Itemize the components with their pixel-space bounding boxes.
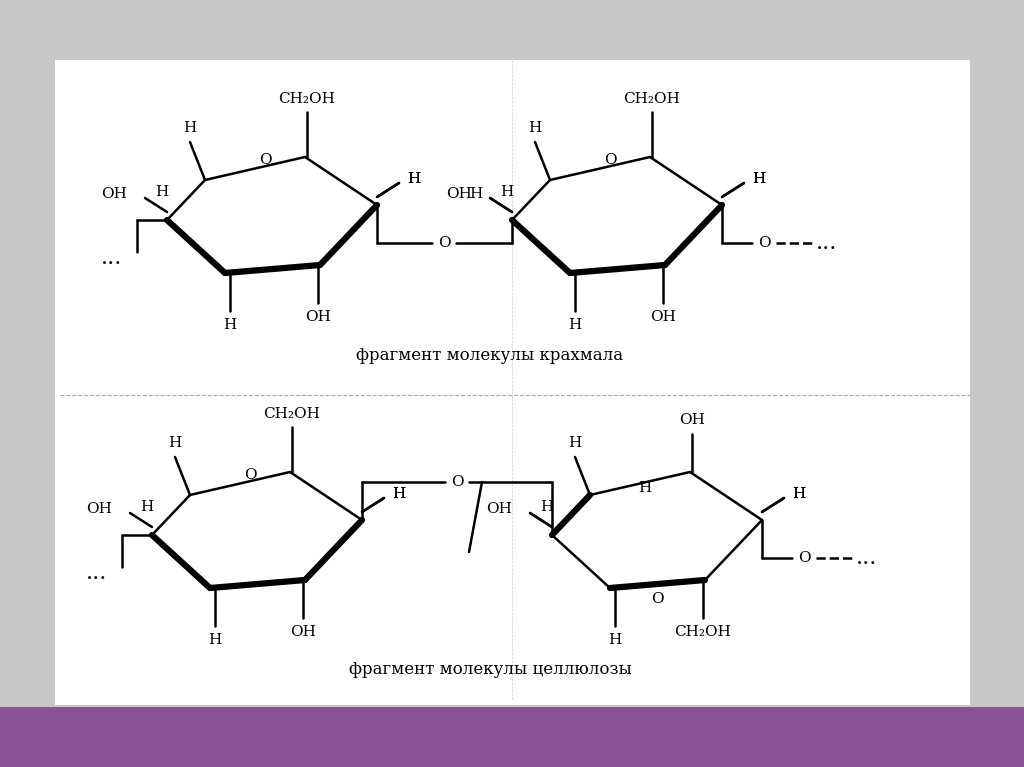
Text: H: H bbox=[392, 487, 406, 501]
Text: O: O bbox=[259, 153, 271, 167]
Text: O: O bbox=[798, 551, 810, 565]
Text: CH₂OH: CH₂OH bbox=[624, 92, 680, 106]
Text: ...: ... bbox=[86, 562, 108, 584]
Text: H: H bbox=[469, 187, 482, 201]
Text: H: H bbox=[407, 172, 420, 186]
Text: H: H bbox=[183, 121, 197, 135]
Bar bbox=[55, 60, 970, 705]
Text: ...: ... bbox=[101, 247, 123, 269]
Text: OH: OH bbox=[86, 502, 112, 516]
Text: H: H bbox=[752, 172, 765, 186]
Text: H: H bbox=[608, 633, 622, 647]
Text: O: O bbox=[451, 475, 463, 489]
Text: OH: OH bbox=[650, 310, 676, 324]
Text: CH₂OH: CH₂OH bbox=[279, 92, 336, 106]
Text: OH: OH bbox=[679, 413, 705, 427]
Text: H: H bbox=[752, 172, 765, 186]
Text: H: H bbox=[568, 318, 582, 332]
Text: H: H bbox=[638, 481, 651, 495]
Text: H: H bbox=[540, 500, 553, 514]
Text: H: H bbox=[140, 500, 154, 514]
Text: OH: OH bbox=[446, 187, 472, 201]
Text: ...: ... bbox=[816, 232, 838, 254]
Text: OH: OH bbox=[305, 310, 331, 324]
Text: H: H bbox=[155, 185, 168, 199]
Text: O: O bbox=[244, 468, 256, 482]
Text: H: H bbox=[792, 487, 805, 501]
Text: H: H bbox=[500, 185, 513, 199]
Text: CH₂OH: CH₂OH bbox=[263, 407, 321, 421]
Text: фрагмент молекулы крахмала: фрагмент молекулы крахмала bbox=[356, 347, 624, 364]
Text: ...: ... bbox=[856, 547, 878, 569]
Text: H: H bbox=[528, 121, 542, 135]
Text: O: O bbox=[437, 236, 451, 250]
Text: O: O bbox=[604, 153, 616, 167]
Text: H: H bbox=[168, 436, 181, 450]
Text: H: H bbox=[392, 487, 406, 501]
Text: CH₂OH: CH₂OH bbox=[675, 625, 731, 639]
Text: H: H bbox=[792, 487, 805, 501]
Text: OH: OH bbox=[290, 625, 316, 639]
Text: H: H bbox=[568, 436, 582, 450]
Text: H: H bbox=[208, 633, 221, 647]
Text: фрагмент молекулы целлюлозы: фрагмент молекулы целлюлозы bbox=[348, 661, 632, 679]
Text: OH: OH bbox=[486, 502, 512, 516]
Text: O: O bbox=[758, 236, 770, 250]
Text: OH: OH bbox=[101, 187, 127, 201]
Text: H: H bbox=[223, 318, 237, 332]
Text: H: H bbox=[407, 172, 420, 186]
Text: O: O bbox=[650, 592, 664, 606]
Bar bbox=[0, 707, 1024, 767]
